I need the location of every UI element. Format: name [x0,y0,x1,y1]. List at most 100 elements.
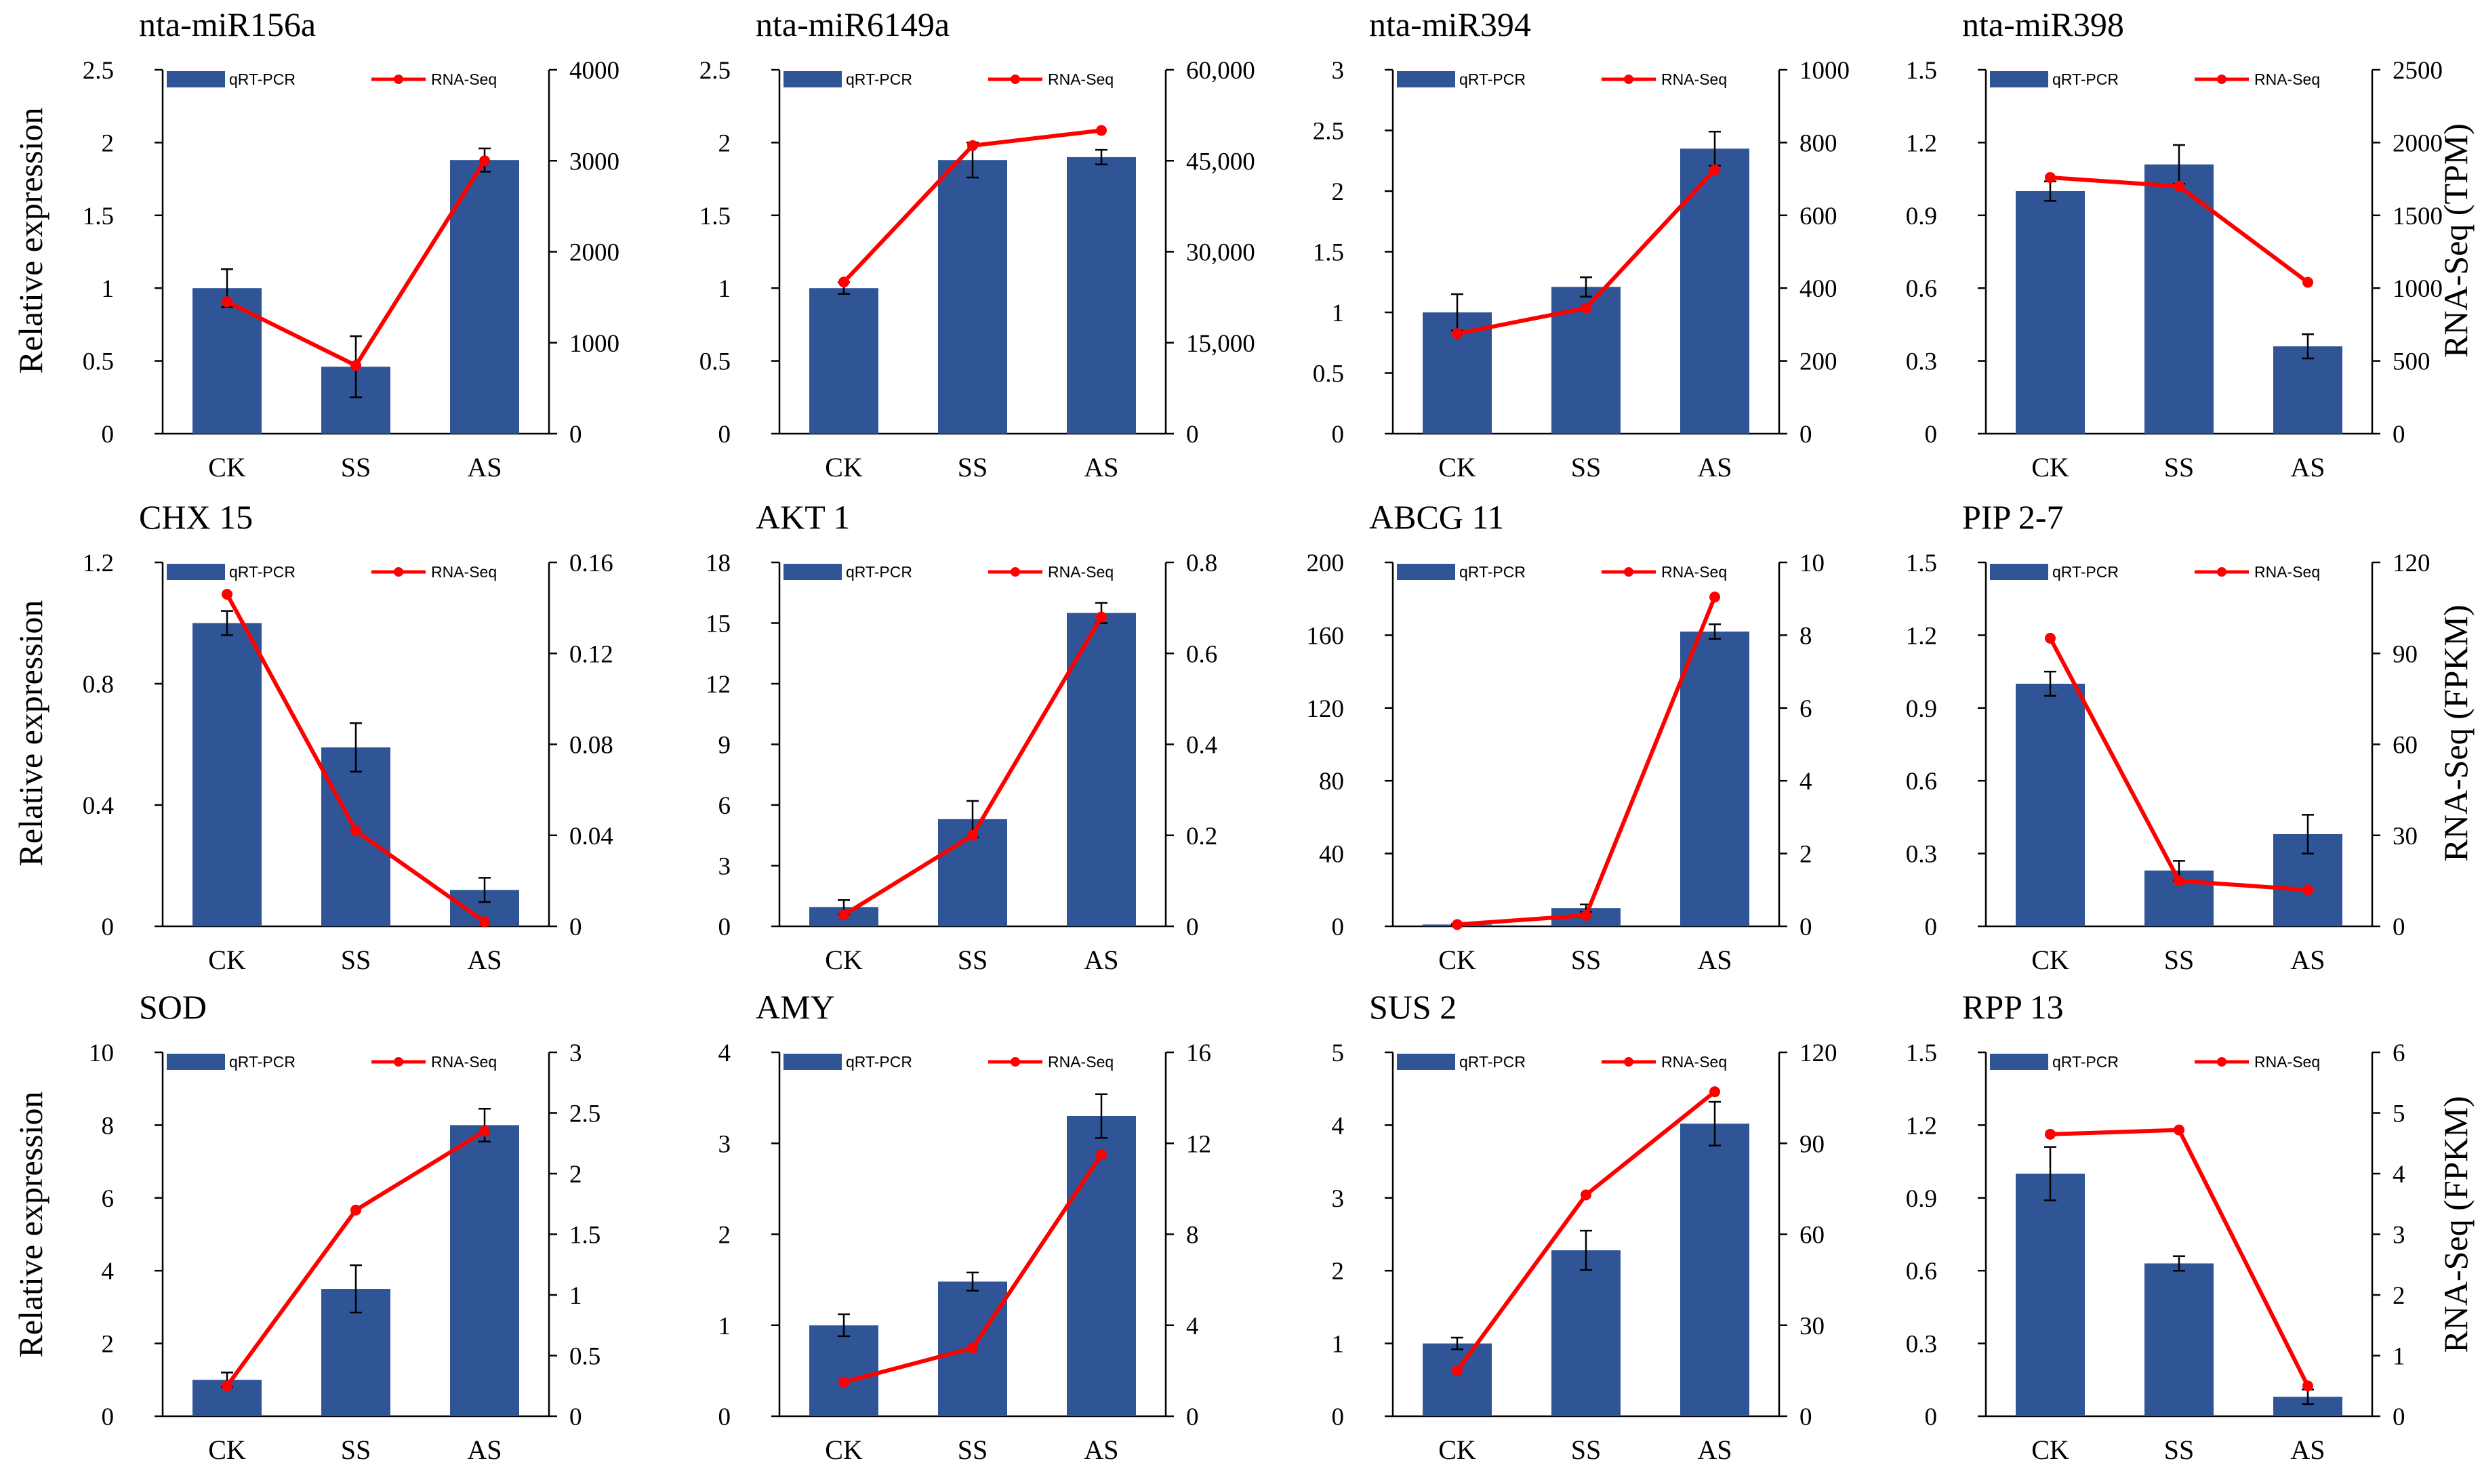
right-axis-label-row-1: RNA-Seq (TPM) [2437,123,2475,358]
panel-title: nta-miR398 [1962,5,2124,43]
category-label: SS [341,452,371,482]
right-tick-label: 60,000 [1186,57,1255,85]
left-tick-label: 1.5 [1906,1039,1937,1067]
category-label: CK [1438,945,1476,975]
left-tick-label: 2 [718,1222,731,1250]
right-tick-label: 16 [1186,1039,1211,1067]
left-tick-label: 0 [102,421,115,449]
legend-line-marker [394,1057,403,1067]
right-tick-label: 0 [1186,421,1199,449]
right-tick-label: 0 [1799,421,1812,449]
category-label: SS [958,945,988,975]
rna-seq-point-AS [2302,884,2313,896]
right-tick-label: 8 [1799,622,1812,650]
bar-AS [450,160,519,434]
category-label: AS [2290,945,2325,975]
left-tick-label: 0 [102,913,115,941]
bar-CK [1423,1343,1492,1416]
right-tick-label: 1 [2393,1343,2405,1371]
right-tick-label: 1000 [1799,57,1850,85]
left-axis-label-row-1: Relative expression [12,108,49,374]
legend-line-label: RNA-Seq [2254,70,2320,88]
rna-seq-point-CK [1452,919,1463,930]
legend-bar-swatch [784,1054,842,1070]
rna-seq-point-SS [2174,180,2184,192]
left-tick-label: 4 [718,1039,731,1067]
rna-seq-point-SS [1581,302,1591,314]
right-tick-label: 4 [2393,1161,2405,1189]
left-tick-label: 0.9 [1906,1185,1937,1213]
category-label: SS [1571,1435,1602,1465]
legend-bar-label: qRT-PCR [2052,1053,2119,1071]
rna-seq-point-SS [350,825,361,837]
category-label: SS [958,452,988,482]
right-tick-label: 2 [569,1161,582,1189]
legend-line-marker [2217,567,2226,577]
right-tick-label: 0 [1799,1403,1812,1431]
legend-line-label: RNA-Seq [431,70,497,88]
left-tick-label: 18 [706,550,731,577]
right-tick-label: 60 [1799,1222,1825,1250]
panel-7: ABCG 11 0 40 80 120 160 200 0 2 4 6 8 10 CK SS AS qRT-PC… [1307,498,1825,975]
rna-seq-point-SS [350,360,361,371]
left-axis-label-row-2: Relative expression [12,600,49,867]
legend-line-marker [2217,75,2226,84]
panel-5: CHX 15 0 0.4 0.8 1.2 0 0.04 0.08 0.12 0.16 CK SS AS q… [83,498,613,975]
right-tick-label: 200 [1799,348,1837,376]
legend-line-label: RNA-Seq [1048,70,1114,88]
rna-seq-point-CK [838,276,849,288]
rna-seq-point-CK [222,296,232,308]
right-tick-label: 0.08 [569,732,613,760]
bar-CK [192,623,262,926]
left-tick-label: 0 [1332,913,1345,941]
rna-seq-point-AS [1709,1086,1720,1098]
panel-3: nta-miR394 0 0.5 1 1.5 2 2.5 3 0 200 400 600 800 1000… [1313,5,1850,482]
panel-9: SOD 0 2 4 6 8 10 0 0.5 1 1.5 2 2.5 3 CK SS AS qRT-PCR RNA-… [89,988,601,1465]
right-tick-label: 0 [2393,421,2405,449]
right-tick-label: 0.8 [1186,550,1217,577]
legend-bar-swatch [1397,71,1455,87]
rna-seq-point-CK [222,1380,232,1392]
legend-bar-label: qRT-PCR [229,563,296,581]
bar-CK [809,1325,878,1416]
left-tick-label: 6 [102,1185,115,1213]
panel-title: AMY [756,988,835,1026]
bar-SS [1551,1250,1621,1416]
legend-bar-label: qRT-PCR [2052,563,2119,581]
right-tick-label: 4 [1799,768,1812,796]
right-tick-label: 400 [1799,275,1837,303]
panel-12: RPP 13 0 0.3 0.6 0.9 1.2 1.5 0 1 2 3 4 5 6 CK SS AS qRT-P… [1906,988,2405,1465]
left-tick-label: 0 [1332,421,1345,449]
category-label: CK [825,945,863,975]
left-tick-label: 0.3 [1906,841,1937,869]
bar-CK [809,288,878,434]
right-tick-label: 30 [2393,823,2418,850]
rna-seq-point-CK [2045,632,2056,644]
rna-seq-point-SS [967,140,978,151]
panel-title: AKT 1 [756,498,850,536]
left-tick-label: 0 [1332,1403,1345,1431]
left-tick-label: 0 [1925,913,1938,941]
right-tick-label: 0.12 [569,640,613,668]
panel-11: SUS 2 0 1 2 3 4 5 0 30 60 90 120 CK SS AS qRT-PCR RNA-Se… [1332,988,1837,1465]
rna-seq-point-AS [1096,1149,1107,1161]
left-tick-label: 1 [718,275,731,303]
bar-AS [1067,157,1136,434]
rna-seq-line [2048,637,2308,892]
legend-bar-swatch [1990,1054,2048,1070]
rna-seq-point-AS [1709,592,1720,603]
rna-seq-point-SS [967,1342,978,1354]
legend-line-label: RNA-Seq [431,563,497,581]
legend-bar-label: qRT-PCR [846,1053,912,1071]
right-tick-label: 15,000 [1186,330,1255,358]
legend-bar-swatch [167,71,225,87]
right-tick-label: 0 [1186,1403,1199,1431]
right-tick-label: 1000 [2393,275,2443,303]
bar-CK [2016,684,2085,926]
rna-seq-point-AS [479,1126,490,1137]
bar-AS [2273,346,2342,434]
rna-seq-point-CK [838,1376,849,1388]
legend-bar-swatch [784,564,842,580]
